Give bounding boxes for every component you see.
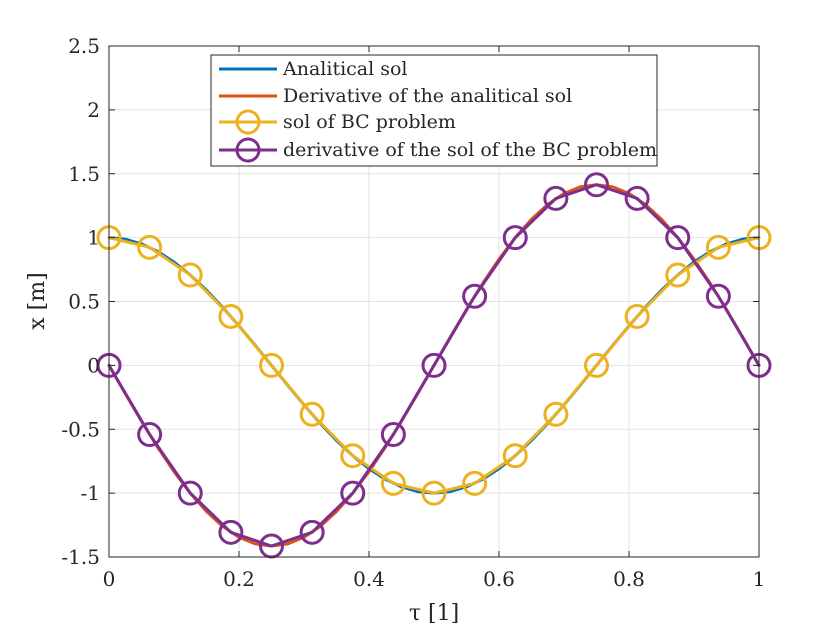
data-point-marker [137,421,163,447]
x-tick-label: 0.4 [353,567,385,591]
legend: Analitical sol Derivative of the analitic… [210,54,658,167]
legend-item: sol of BC problem [219,109,456,135]
series-line [107,183,761,548]
data-point-marker [705,283,731,309]
legend-item: derivative of the sol of the BC problem [219,137,657,163]
data-point-marker [299,401,325,427]
x-tick-label: 0.2 [223,567,255,591]
x-tick-label: 0.8 [613,567,645,591]
y-tick-label: 1 [87,226,100,250]
x-tick-label: 0.6 [483,567,515,591]
legend-box [210,54,658,167]
data-point-marker [299,519,325,545]
series-3 [96,225,772,506]
data-point-marker [340,443,366,469]
y-tick-label: 2.5 [68,34,100,58]
x-axis-label: τ [1] [409,601,459,626]
legend-swatch-marker [235,109,261,135]
data-point-marker [462,283,488,309]
data-point-marker [665,225,691,251]
data-point-marker [705,234,731,260]
data-point-marker [177,262,203,288]
data-point-marker [380,470,406,496]
ticks: 0 0.2 0.4 0.6 0.8 1 -1.5 -1 -0.5 0 0.5 1 1.5 2 2.5 [61,34,765,591]
y-tick-label: -1.5 [61,545,100,569]
series-line [107,236,761,495]
data-point-marker [421,352,447,378]
legend-label: Analitical sol [282,58,408,80]
data-point-marker [218,303,244,329]
data-point-marker [421,480,447,506]
y-tick-label: 0.5 [68,290,100,314]
data-point-marker [502,443,528,469]
legend-label: sol of BC problem [283,111,456,133]
y-tick-label: 1.5 [68,162,100,186]
data-point-marker [218,519,244,545]
data-point-marker [380,421,406,447]
y-tick-label: 0 [87,353,100,377]
data-point-marker [137,234,163,260]
y-tick-label: 2 [87,98,100,122]
data-point-marker [624,303,650,329]
data-point-marker [665,262,691,288]
data-point-marker [543,401,569,427]
data-point-marker [584,352,609,378]
data-point-marker [543,185,569,211]
data-point-marker [584,172,609,198]
y-tick-label: -0.5 [61,417,100,441]
data-point-marker [259,352,284,378]
legend-swatch-marker [235,137,261,163]
y-tick-label: -1 [81,481,100,505]
legend-label: derivative of the sol of the BC problem [283,139,657,161]
legend-label: Derivative of the analitical sol [283,85,572,107]
data-point-marker [177,480,203,506]
data-point-marker [624,185,650,211]
x-tick-label: 1 [753,567,766,591]
x-tick-label: 0 [103,567,116,591]
data-point-marker [502,225,528,251]
y-axis-label: x [m] [25,272,50,329]
data-point-marker [462,470,488,496]
series-group [96,172,772,559]
data-point-marker [340,480,366,506]
legend-item: Analitical sol [219,58,408,80]
legend-item: Derivative of the analitical sol [219,85,572,107]
